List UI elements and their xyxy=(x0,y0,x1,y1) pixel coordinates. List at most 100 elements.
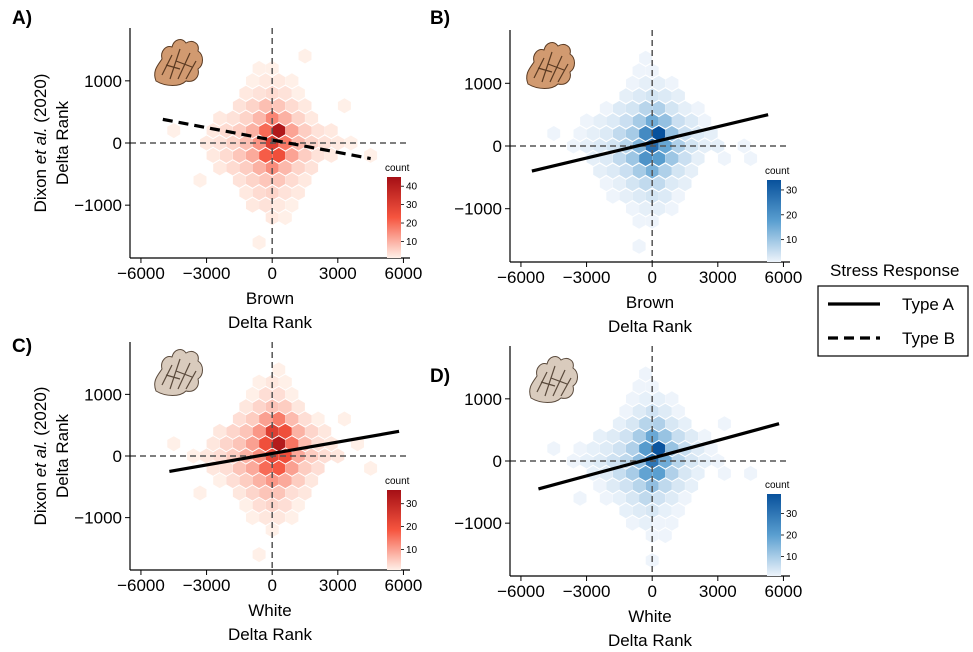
hexbin xyxy=(239,110,253,126)
hexbin xyxy=(665,465,679,481)
hexbin xyxy=(619,188,633,204)
hexbin xyxy=(259,460,273,476)
hexbin xyxy=(232,98,246,114)
hexbin xyxy=(652,416,666,432)
hexbin xyxy=(632,188,646,204)
hexbin xyxy=(685,428,699,444)
hexbin xyxy=(291,497,305,513)
y-tick-label: 1000 xyxy=(464,74,502,93)
hexbin xyxy=(639,391,653,407)
hexbin xyxy=(252,160,266,176)
hexbin xyxy=(259,147,273,163)
x-tick-label: −6000 xyxy=(117,576,165,595)
y-tick-label: 0 xyxy=(113,134,122,153)
hexbin xyxy=(305,160,319,176)
hexbin xyxy=(612,465,626,481)
hexbin xyxy=(226,160,240,176)
x-tick-label: 6000 xyxy=(765,268,803,287)
y-axis-label: Dixon et al. (2020) xyxy=(31,387,50,526)
hexbin xyxy=(658,188,672,204)
hexbin xyxy=(665,151,679,166)
hexbin xyxy=(252,235,266,250)
hexbin xyxy=(206,436,220,452)
hexbin xyxy=(652,465,666,481)
hexbin xyxy=(698,428,712,444)
hexbin xyxy=(665,176,679,192)
hexbin xyxy=(272,485,286,501)
hexbin xyxy=(678,176,692,192)
hexbin xyxy=(599,126,613,141)
hexbin xyxy=(232,460,246,476)
hexbin xyxy=(285,386,299,402)
hexbin xyxy=(658,403,672,419)
hexbin xyxy=(259,411,273,427)
hexbin xyxy=(226,423,240,439)
hexbin xyxy=(252,185,266,201)
hexbin xyxy=(246,436,259,452)
hexbin xyxy=(246,510,259,526)
hexbin xyxy=(626,441,639,457)
hexbin xyxy=(632,88,646,104)
hexbin xyxy=(259,73,273,89)
y-axis-label-part: (2020) xyxy=(31,387,50,441)
colorbar-tick-label: 20 xyxy=(406,219,418,230)
hexbin xyxy=(652,151,666,166)
hexbin xyxy=(246,73,259,89)
hexbin xyxy=(291,160,305,176)
hexbin xyxy=(626,416,639,432)
hexbin xyxy=(272,386,286,402)
hexbin xyxy=(285,197,299,213)
x-tick-label: 6000 xyxy=(385,576,423,595)
hexbin xyxy=(717,465,731,481)
colorbar-tick-label: 20 xyxy=(406,522,418,533)
hexbin xyxy=(744,465,758,481)
hexbin xyxy=(691,151,705,166)
colorbar-tick-label: 10 xyxy=(406,545,418,556)
x-tick-label: 3000 xyxy=(319,264,357,283)
hexbin xyxy=(658,163,672,179)
hexbin xyxy=(213,135,227,151)
hexbin xyxy=(252,399,266,415)
hexbin xyxy=(278,423,292,439)
hexbin xyxy=(645,188,659,204)
hexbin xyxy=(265,522,279,538)
hexbin xyxy=(626,75,639,91)
hexbin xyxy=(619,503,633,519)
hexbin xyxy=(678,416,692,432)
y-tick-label: −1000 xyxy=(74,509,122,528)
hexbin xyxy=(291,448,305,464)
hexbin xyxy=(606,428,620,444)
x-axis-label: Delta Rank xyxy=(228,313,313,332)
hexbin xyxy=(278,473,292,489)
hexbin xyxy=(259,172,273,188)
y-tick-label: 0 xyxy=(493,452,502,471)
hexbin xyxy=(671,428,685,444)
hexbin xyxy=(586,126,600,141)
hexbin xyxy=(665,416,679,432)
hexbin xyxy=(652,126,666,141)
hexbin xyxy=(213,448,227,464)
colorbar-tick-label: 30 xyxy=(406,200,418,211)
hexbin xyxy=(573,126,587,141)
legend-title: Stress Response xyxy=(830,261,959,280)
hexbin xyxy=(632,478,646,494)
hexbin xyxy=(671,113,685,129)
hexbin xyxy=(285,460,299,476)
colorbar-title: count xyxy=(765,480,790,491)
hexbin xyxy=(246,147,259,163)
hexbin xyxy=(632,63,646,79)
hexbin xyxy=(711,138,725,154)
hexbin xyxy=(226,473,240,489)
hexbin xyxy=(606,188,620,204)
hexbin xyxy=(612,151,626,166)
hexbin xyxy=(324,123,338,139)
hexbin xyxy=(259,485,273,501)
hexbin xyxy=(665,201,679,217)
hexbin xyxy=(619,428,633,444)
hexbin xyxy=(291,110,305,126)
hexbin xyxy=(272,362,286,378)
hexbin xyxy=(678,100,692,116)
hexbin xyxy=(246,172,259,188)
hexbin xyxy=(278,497,292,513)
